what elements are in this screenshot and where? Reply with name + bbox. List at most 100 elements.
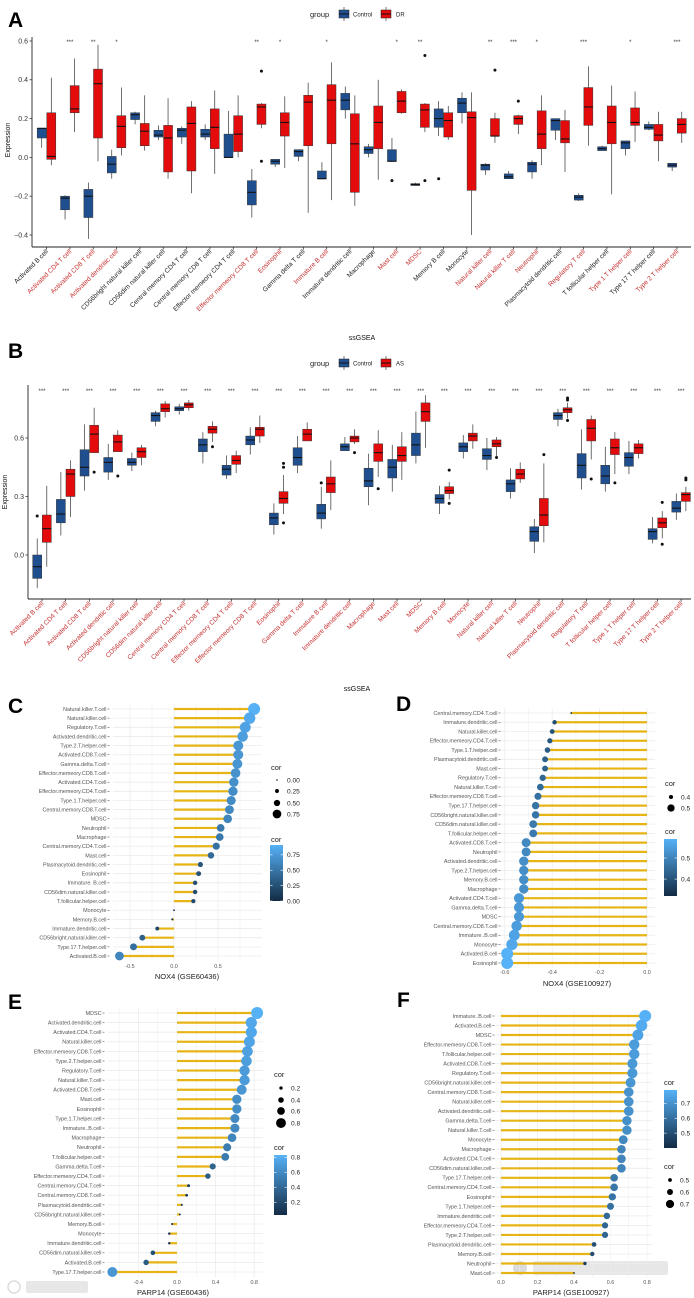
panel-f-row-label: CD56dim.natural.killer.cell <box>429 1166 491 1172</box>
panel-f-lollipop-dot <box>627 1068 638 1079</box>
panel-b-significance: *** <box>488 389 496 395</box>
panel-f-row-label: Activated.B.cell <box>455 1023 492 1029</box>
panel-b-box-control <box>316 504 326 520</box>
panel-d-row-label: Mast.cell <box>476 766 497 772</box>
panel-b-box-case <box>160 403 170 412</box>
panel-b-category-label: Gamma delta T cell <box>261 600 307 646</box>
panel-a-xlabel: ssGSEA <box>349 335 376 342</box>
panel-a-box-control <box>200 129 210 138</box>
panel-b-box-control <box>56 499 66 524</box>
panel-a-significance: ** <box>254 40 259 46</box>
panel-e-size-legend-title: cor <box>274 1070 285 1079</box>
panel-d-row-label: Activated.dendritic.cell <box>444 859 498 865</box>
panel-b-significance: *** <box>654 389 662 395</box>
panel-c-row-label: Central.memory.CD8.T.cell <box>42 808 106 814</box>
panel-d-row-label: Eosinophil <box>473 961 498 967</box>
panel-e-row-label: Activated.dendritic.cell <box>48 1020 102 1026</box>
panel-b-outlier <box>684 476 688 480</box>
panel-e-row-label: Regulatory.T.cell <box>62 1068 101 1074</box>
panel-f-row-label: Type.17.T.helper.cell <box>442 1176 491 1182</box>
panel-d-lollipop-dot <box>539 774 546 781</box>
panel-e-lollipop-dot <box>239 1074 250 1086</box>
panel-d-row-label: Macrophage <box>468 887 498 893</box>
panel-a-significance: * <box>629 40 632 46</box>
panel-b-outlier <box>542 453 546 457</box>
panel-f-lollipop-dot <box>601 1222 609 1229</box>
panel-a-box-case <box>326 84 337 145</box>
panel-b-significance: *** <box>181 389 189 395</box>
panel-e-size-legend-dot <box>278 1097 284 1103</box>
panel-e-row-label: MDSC <box>86 1011 102 1017</box>
panel-f-xtick-label: 0.0 <box>497 1280 505 1286</box>
panel-b-significance: *** <box>465 389 473 395</box>
panel-e-lollipop-dot <box>171 1223 174 1226</box>
panel-e-row-label: Monocyte <box>78 1232 101 1238</box>
panel-a-category-label: Natural killer T cell <box>474 248 518 292</box>
panel-f-xlabel: PARP14 (GSE100927) <box>533 1288 610 1297</box>
panel-b-outlier <box>116 474 120 478</box>
panel-a-box-case <box>256 103 267 125</box>
panel-b-outlier <box>35 514 39 518</box>
panel-c-lollipop-dot <box>212 842 220 850</box>
panel-b-significance: *** <box>441 389 449 395</box>
panel-e-row-label: CD56dim.natural.killer.cell <box>39 1251 101 1257</box>
panel-e-row-label: Type.17.T.helper.cell <box>52 1270 101 1276</box>
panel-a-significance: * <box>326 40 329 46</box>
panel-c-row-label: Natural.killer.T.cell <box>63 707 106 713</box>
panel-d-xtick-label: -0.6 <box>500 970 509 976</box>
panel-a-box-case <box>303 95 313 147</box>
panel-d-lollipop-dot <box>547 738 553 744</box>
panel-a-legend-title: group <box>310 10 329 19</box>
panel-c-row-label: Activated.CD4.T.cell <box>58 780 106 786</box>
panel-b-significance: *** <box>583 389 591 395</box>
panel-d-lollipop-dot <box>519 874 529 885</box>
panel-b-significance: *** <box>512 389 520 395</box>
panel-b-significance: *** <box>62 389 70 395</box>
panel-f-lollipop-dot <box>618 1135 628 1145</box>
panel-d-row-label: Effector.memeory.CD8.T.cell <box>430 794 498 800</box>
panel-e-size-legend-dot <box>276 1118 286 1128</box>
panel-f-lollipop-dot <box>623 1087 634 1097</box>
panel-f-row-label: Activated.dendritic.cell <box>438 1109 492 1115</box>
panel-e-row-label: Central.memory.CD8.T.cell <box>37 1193 101 1199</box>
panel-e-size-legend-dot <box>279 1086 283 1090</box>
panel-d-lollipop-dot <box>519 856 529 866</box>
panel-a-ytick-label: 0.0 <box>18 155 28 162</box>
panel-f-color-legend-title: cor <box>664 1078 675 1087</box>
panel-b-outlier <box>495 456 499 459</box>
panel-c-lollipop-dot <box>207 852 215 859</box>
panel-c-size-legend-title: cor <box>271 763 282 772</box>
panel-f-lollipop-dot <box>627 1058 638 1069</box>
panel-f-row-label: Gamma.delta.T.cell <box>445 1119 491 1125</box>
panel-c-lollipop-dot <box>229 777 239 787</box>
panel-f-lollipop-dot <box>610 1174 618 1182</box>
panel-e-row-label: Neutrophil <box>77 1145 102 1151</box>
panel-c-color-legend-title: cor <box>271 835 282 844</box>
panel-a-box-control <box>527 162 537 173</box>
panel-a-box-control <box>387 149 397 162</box>
panel-c-row-label: Neutrophil <box>82 826 107 832</box>
panel-a-outlier <box>516 99 520 103</box>
panel-b-outlier <box>282 461 285 465</box>
panel-a-box-case <box>350 113 360 193</box>
panel-c-xtick-label: 0.0 <box>170 964 178 970</box>
watermark-left <box>7 1280 88 1294</box>
panel-letter-b: B <box>8 340 23 363</box>
panel-a-box-control <box>457 97 467 114</box>
panel-letter-d: D <box>396 693 411 716</box>
panel-b-category-label: Type 1 T helper cell <box>592 600 638 646</box>
panel-e-size-legend-dot <box>277 1107 285 1115</box>
panel-d-lollipop-dot <box>511 920 522 932</box>
panel-c-row-label: Memory.B.cell <box>73 917 107 923</box>
panel-b-box-control <box>624 452 634 467</box>
panel-c-row-label: Regulatory.T.cell <box>67 725 106 731</box>
panel-f-row-label: Macrophage <box>462 1147 492 1153</box>
panel-e-xtick-label: -0.4 <box>134 1280 143 1286</box>
panel-b-box-control <box>671 501 682 513</box>
panel-b-ylabel: Expression <box>2 475 9 510</box>
panel-b-legend-label: Control <box>353 362 372 368</box>
panel-c-colorbar-label: 0.50 <box>287 868 300 875</box>
panel-e-lollipop-dot <box>205 1173 211 1179</box>
panel-b-outlier <box>319 481 323 485</box>
panel-f-lollipop-dot <box>623 1106 634 1117</box>
